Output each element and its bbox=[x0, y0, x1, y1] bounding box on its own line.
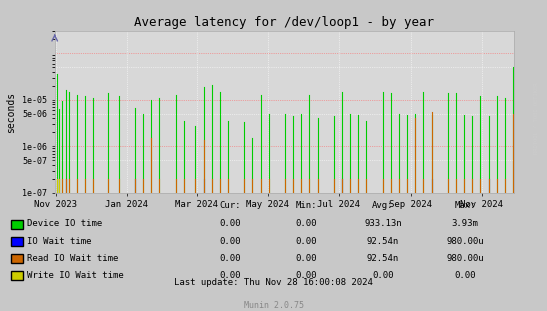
Text: Write IO Wait time: Write IO Wait time bbox=[27, 271, 124, 280]
Text: Read IO Wait time: Read IO Wait time bbox=[27, 254, 119, 262]
Text: RRDTOOL / TOBI OETIKER: RRDTOOL / TOBI OETIKER bbox=[534, 82, 539, 154]
Text: Last update: Thu Nov 28 16:00:08 2024: Last update: Thu Nov 28 16:00:08 2024 bbox=[174, 278, 373, 287]
Text: 0.00: 0.00 bbox=[295, 254, 317, 262]
Title: Average latency for /dev/loop1 - by year: Average latency for /dev/loop1 - by year bbox=[135, 16, 434, 29]
Text: 0.00: 0.00 bbox=[295, 237, 317, 245]
Text: 3.93m: 3.93m bbox=[451, 220, 479, 228]
Text: 933.13n: 933.13n bbox=[364, 220, 401, 228]
Text: 92.54n: 92.54n bbox=[367, 237, 399, 245]
Text: 0.00: 0.00 bbox=[295, 271, 317, 280]
Text: 0.00: 0.00 bbox=[295, 220, 317, 228]
Text: Cur:: Cur: bbox=[219, 201, 241, 210]
Text: Device IO time: Device IO time bbox=[27, 220, 103, 228]
Y-axis label: seconds: seconds bbox=[7, 91, 16, 132]
Text: 0.00: 0.00 bbox=[219, 237, 241, 245]
Text: 0.00: 0.00 bbox=[219, 271, 241, 280]
Text: Max:: Max: bbox=[454, 201, 476, 210]
Text: Avg:: Avg: bbox=[372, 201, 394, 210]
Text: 0.00: 0.00 bbox=[219, 220, 241, 228]
Text: IO Wait time: IO Wait time bbox=[27, 237, 92, 245]
Text: 980.00u: 980.00u bbox=[446, 237, 484, 245]
Text: 92.54n: 92.54n bbox=[367, 254, 399, 262]
Text: 980.00u: 980.00u bbox=[446, 254, 484, 262]
Text: Min:: Min: bbox=[295, 201, 317, 210]
Text: 0.00: 0.00 bbox=[454, 271, 476, 280]
Text: 0.00: 0.00 bbox=[372, 271, 394, 280]
Text: Munin 2.0.75: Munin 2.0.75 bbox=[243, 301, 304, 310]
Text: 0.00: 0.00 bbox=[219, 254, 241, 262]
